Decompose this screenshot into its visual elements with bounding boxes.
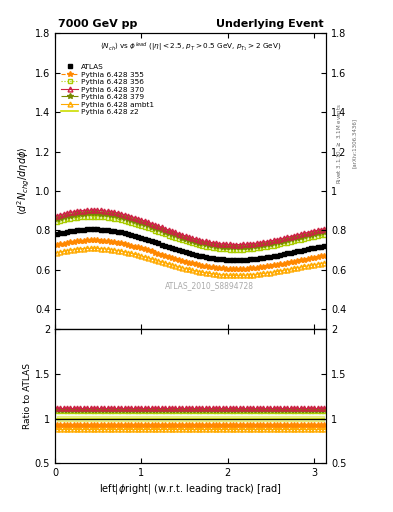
Pythia 6.428 355 — [176, 257, 181, 263]
Text: Underlying Event: Underlying Event — [216, 19, 323, 29]
Pythia 6.428 355 — [92, 237, 96, 243]
Pythia 6.428 370 — [220, 241, 225, 247]
Pythia 6.428 ambt1 — [217, 271, 222, 278]
Pythia 6.428 370 — [176, 230, 181, 237]
Pythia 6.428 356 — [231, 247, 235, 253]
Pythia 6.428 z2 — [220, 257, 225, 263]
Pythia 6.428 356 — [92, 214, 96, 220]
Pythia 6.428 ambt1 — [298, 264, 303, 270]
Text: Rivet 3.1.10, $\geq$ 3.1M events: Rivet 3.1.10, $\geq$ 3.1M events — [336, 103, 343, 184]
ATLAS — [54, 231, 59, 238]
Pythia 6.428 370 — [217, 241, 222, 247]
Pythia 6.428 356 — [244, 246, 249, 252]
Pythia 6.428 356 — [176, 236, 181, 242]
Pythia 6.428 356 — [234, 247, 239, 253]
Pythia 6.428 356 — [220, 246, 225, 252]
Pythia 6.428 379 — [92, 210, 96, 217]
Pythia 6.428 379 — [176, 233, 181, 240]
Line: Pythia 6.428 379: Pythia 6.428 379 — [54, 210, 327, 250]
Text: ATLAS_2010_S8894728: ATLAS_2010_S8894728 — [165, 282, 254, 290]
Pythia 6.428 z2 — [217, 256, 222, 262]
Pythia 6.428 355 — [244, 266, 249, 272]
Pythia 6.428 379 — [217, 243, 222, 249]
Pythia 6.428 370 — [234, 242, 239, 248]
Pythia 6.428 z2 — [322, 243, 327, 249]
Pythia 6.428 379 — [220, 244, 225, 250]
Pythia 6.428 379 — [244, 244, 249, 250]
Pythia 6.428 379 — [234, 244, 239, 250]
ATLAS — [234, 257, 239, 263]
Pythia 6.428 379 — [322, 229, 327, 235]
Pythia 6.428 370 — [244, 241, 249, 247]
Line: Pythia 6.428 ambt1: Pythia 6.428 ambt1 — [54, 246, 327, 278]
Pythia 6.428 355 — [220, 265, 225, 271]
Pythia 6.428 ambt1 — [220, 272, 225, 278]
Pythia 6.428 z2 — [244, 257, 249, 263]
ATLAS — [176, 247, 181, 253]
Y-axis label: Ratio to ATLAS: Ratio to ATLAS — [23, 363, 32, 429]
Pythia 6.428 355 — [234, 266, 239, 272]
Text: 7000 GeV pp: 7000 GeV pp — [58, 19, 137, 29]
ATLAS — [244, 257, 249, 263]
Pythia 6.428 355 — [322, 253, 327, 259]
Pythia 6.428 356 — [217, 246, 222, 252]
Pythia 6.428 370 — [231, 242, 235, 248]
Pythia 6.428 ambt1 — [54, 250, 59, 256]
Pythia 6.428 355 — [298, 257, 303, 263]
ATLAS — [220, 257, 225, 263]
Pythia 6.428 z2 — [298, 247, 303, 253]
Text: [arXiv:1306.3436]: [arXiv:1306.3436] — [352, 118, 357, 168]
X-axis label: left|$\phi$right| (w.r.t. leading track) [rad]: left|$\phi$right| (w.r.t. leading track)… — [99, 482, 282, 497]
ATLAS — [92, 226, 96, 232]
ATLAS — [298, 247, 303, 253]
Pythia 6.428 379 — [54, 216, 59, 222]
ATLAS — [231, 257, 235, 263]
Pythia 6.428 356 — [54, 219, 59, 225]
Pythia 6.428 ambt1 — [92, 245, 96, 251]
Pythia 6.428 370 — [54, 213, 59, 219]
Pythia 6.428 z2 — [92, 226, 96, 232]
Pythia 6.428 379 — [231, 244, 235, 250]
Pythia 6.428 356 — [298, 237, 303, 243]
Pythia 6.428 370 — [92, 207, 96, 213]
Pythia 6.428 ambt1 — [234, 272, 239, 279]
Pythia 6.428 370 — [298, 231, 303, 237]
ATLAS — [322, 243, 327, 249]
Pythia 6.428 z2 — [54, 231, 59, 238]
Pythia 6.428 355 — [217, 265, 222, 271]
Pythia 6.428 ambt1 — [231, 272, 235, 279]
Pythia 6.428 z2 — [176, 247, 181, 253]
Pythia 6.428 ambt1 — [176, 264, 181, 270]
Line: Pythia 6.428 356: Pythia 6.428 356 — [54, 214, 327, 252]
Y-axis label: $\langle d^2 N_{chg}/d\eta d\phi \rangle$: $\langle d^2 N_{chg}/d\eta d\phi \rangle… — [16, 147, 32, 216]
Pythia 6.428 356 — [322, 231, 327, 238]
Legend: ATLAS, Pythia 6.428 355, Pythia 6.428 356, Pythia 6.428 370, Pythia 6.428 379, P: ATLAS, Pythia 6.428 355, Pythia 6.428 35… — [61, 63, 154, 115]
Line: Pythia 6.428 355: Pythia 6.428 355 — [54, 238, 327, 272]
Pythia 6.428 ambt1 — [322, 260, 327, 266]
Pythia 6.428 z2 — [234, 257, 239, 263]
Pythia 6.428 355 — [231, 266, 235, 272]
Pythia 6.428 370 — [322, 226, 327, 232]
Pythia 6.428 355 — [54, 242, 59, 248]
Line: Pythia 6.428 370: Pythia 6.428 370 — [54, 208, 327, 247]
Text: $\langle N_{ch}\rangle$ vs $\phi^{lead}$ ($|\eta| < 2.5$, $p_T > 0.5$ GeV, $p_{T: $\langle N_{ch}\rangle$ vs $\phi^{lead}$… — [100, 40, 281, 54]
Pythia 6.428 z2 — [231, 257, 235, 263]
Line: ATLAS: ATLAS — [54, 227, 327, 262]
ATLAS — [217, 256, 222, 262]
Line: Pythia 6.428 z2: Pythia 6.428 z2 — [57, 229, 325, 260]
Pythia 6.428 ambt1 — [244, 272, 249, 278]
Pythia 6.428 379 — [298, 234, 303, 240]
